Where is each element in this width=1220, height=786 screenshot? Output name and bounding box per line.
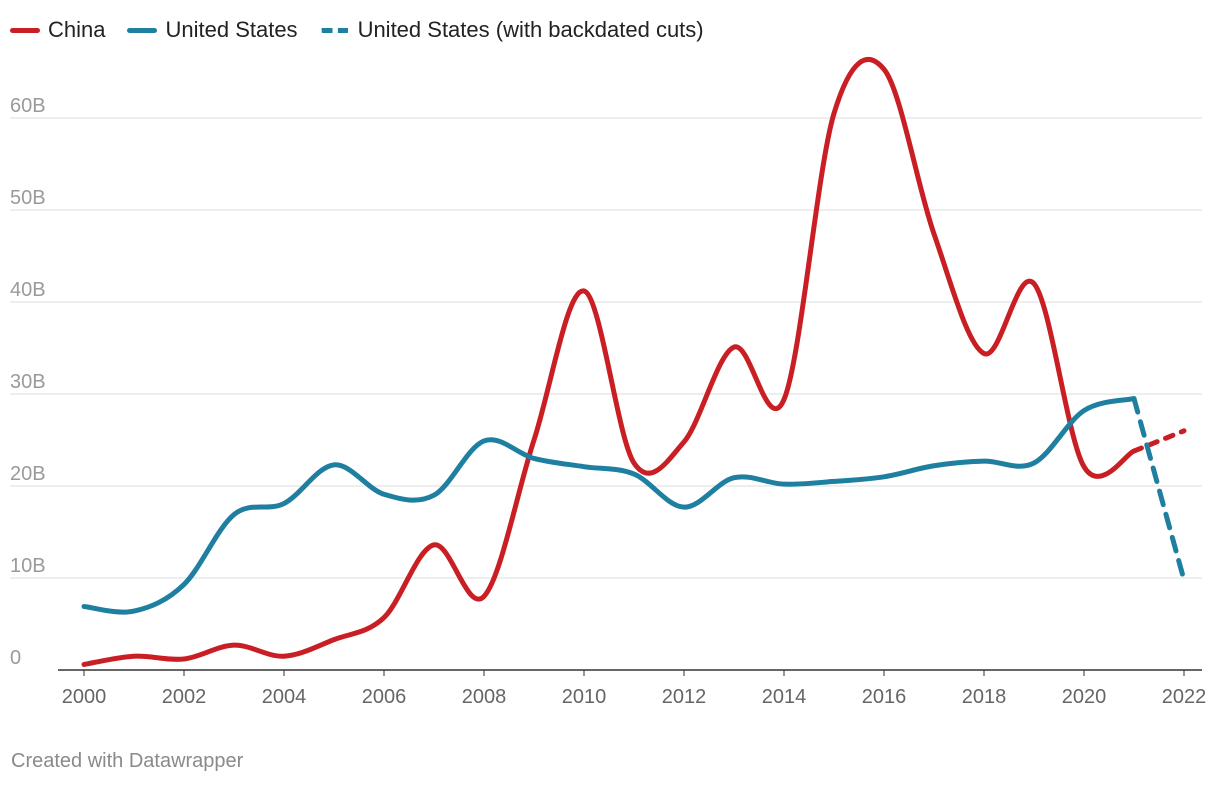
x-tick-label-2006: 2006	[362, 686, 407, 708]
x-tick-label-2010: 2010	[562, 686, 607, 708]
y-tick-label-40: 40B	[10, 279, 46, 301]
legend-item-united-states[interactable]: United States	[127, 17, 298, 43]
x-tick-label-2004: 2004	[262, 686, 307, 708]
x-tick-label-2020: 2020	[1062, 686, 1107, 708]
x-tick-label-2000: 2000	[62, 686, 107, 708]
legend-label-china: China	[48, 17, 106, 42]
series-line-united-states	[81, 396, 1137, 615]
legend-label-united-states-backdated: United States (with backdated cuts)	[357, 17, 704, 42]
series-line-united-states-with-backdated-cuts	[1131, 396, 1187, 583]
footer-credit: Created with Datawrapper	[11, 750, 244, 772]
x-tick-label-2012: 2012	[662, 686, 707, 708]
series-line-china	[81, 57, 1137, 667]
legend-label-united-states: United States	[165, 17, 298, 42]
series-projection-china	[1131, 428, 1187, 454]
x-tick-label-2014: 2014	[762, 686, 807, 708]
legend-swatch-united-states	[127, 27, 158, 33]
y-tick-label-30: 30B	[10, 371, 46, 393]
legend-swatch-united-states-backdated	[319, 27, 350, 33]
y-tick-label-10: 10B	[10, 555, 46, 577]
legend-item-united-states-backdated[interactable]: United States (with backdated cuts)	[319, 17, 704, 43]
x-tick-label-2018: 2018	[962, 686, 1007, 708]
legend-swatch-china	[10, 27, 40, 33]
y-tick-label-0: 0	[10, 647, 21, 669]
chart-legend: China United States United States (with …	[10, 14, 726, 46]
y-tick-label-60: 60B	[10, 95, 46, 117]
x-tick-label-2016: 2016	[862, 686, 907, 708]
y-tick-label-20: 20B	[10, 463, 46, 485]
x-tick-label-2002: 2002	[162, 686, 207, 708]
x-tick-label-2022: 2022	[1162, 686, 1207, 708]
y-tick-label-50: 50B	[10, 187, 46, 209]
x-tick-label-2008: 2008	[462, 686, 507, 708]
legend-item-china[interactable]: China	[10, 17, 105, 43]
